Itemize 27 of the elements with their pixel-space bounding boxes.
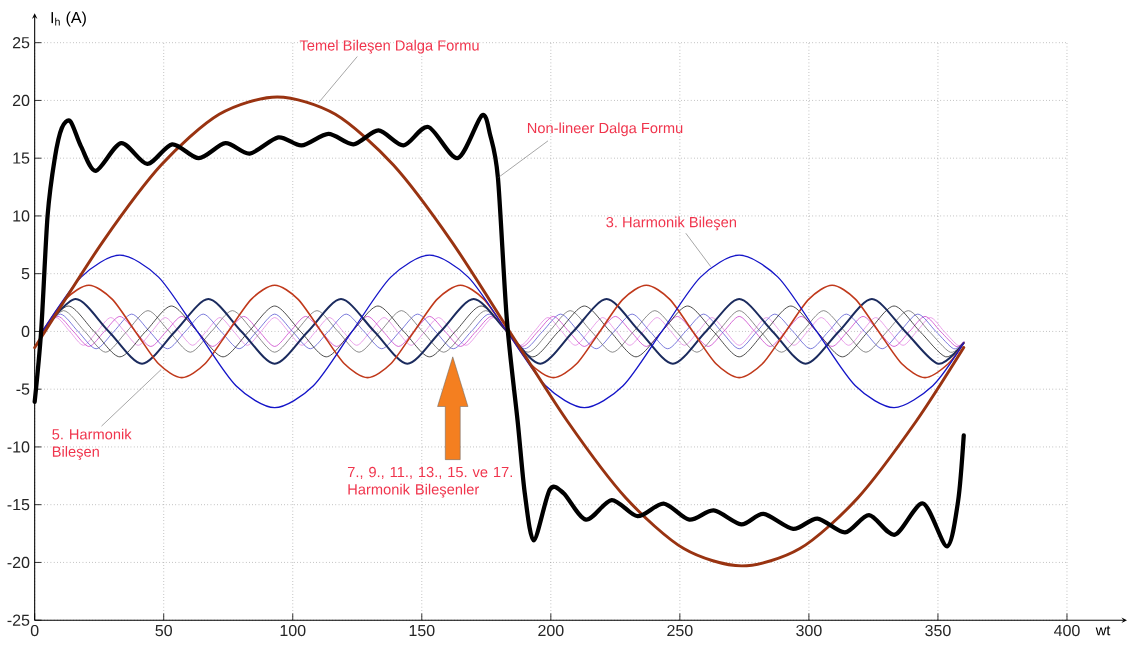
y-tick-label: -15: [7, 499, 30, 511]
x-tick-label: 300: [796, 624, 822, 637]
annotation: Non-lineer Dalga Formu: [527, 122, 683, 137]
x-tick-label: 200: [538, 624, 564, 637]
y-tick-label: -20: [7, 556, 30, 568]
x-tick-label: 400: [1054, 624, 1080, 637]
annotation: Temel Bileşen Dalga Formu: [299, 39, 479, 54]
y-axis-title: I$_{h}$ (A): [51, 11, 86, 27]
x-tick-label: 350: [925, 624, 951, 637]
y-tick-label: -5: [16, 383, 30, 395]
y-tick-label: -25: [7, 614, 30, 626]
x-tick-label: 0: [30, 624, 39, 637]
x-tick-label: 250: [667, 624, 693, 637]
x-tick-label: 150: [409, 624, 435, 637]
y-tick-label: 15: [13, 152, 30, 164]
x-axis-title: wt: [1095, 625, 1111, 636]
y-tick-label: 10: [13, 210, 30, 222]
annotation: 5. Harmonik Bileşen: [52, 428, 132, 460]
y-tick-label: -10: [7, 441, 30, 453]
annotation: 7., 9., 11., 13., 15. ve 17. Harmonik Bileşenler: [347, 466, 512, 498]
annotation: 3. Harmonik Bileşen: [606, 216, 736, 231]
x-tick-label: 100: [280, 624, 306, 637]
y-tick-label: 25: [12, 36, 30, 49]
y-tick-label: 5: [21, 268, 30, 280]
y-tick-label: 0: [21, 325, 30, 337]
x-tick-label: 50: [155, 624, 172, 637]
y-tick-label: 20: [12, 94, 30, 106]
